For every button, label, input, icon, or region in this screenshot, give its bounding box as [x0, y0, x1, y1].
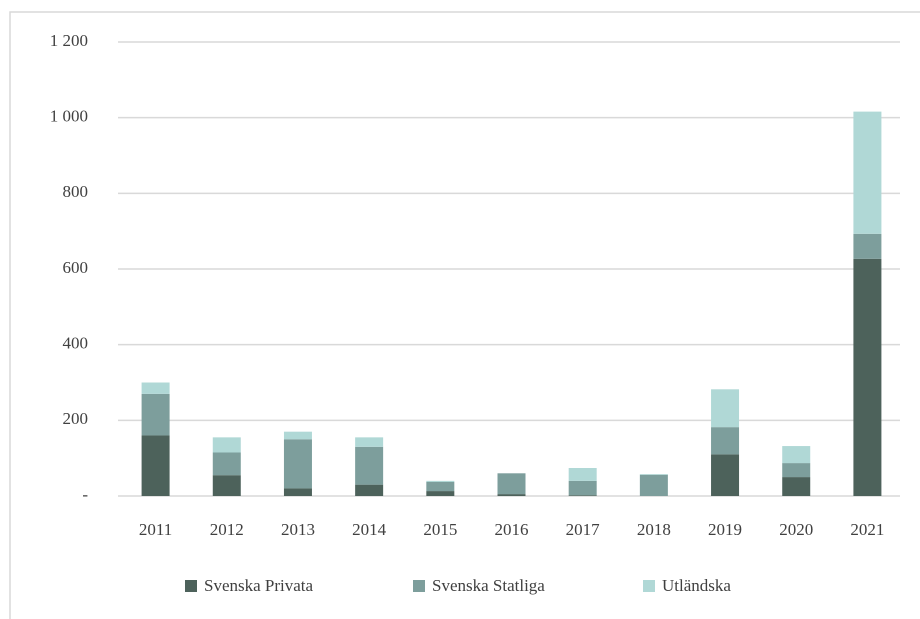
frame	[9, 11, 920, 619]
bar-segment	[853, 111, 882, 234]
x-tick-label: 2021	[850, 520, 884, 539]
y-tick-label: 1 000	[50, 107, 88, 126]
x-tick-label: 2011	[139, 520, 172, 539]
bar-segment	[568, 480, 597, 496]
bar-segment	[426, 491, 455, 496]
bar-segment	[568, 468, 597, 481]
bar-segment	[355, 446, 384, 485]
bar-segment	[426, 480, 455, 483]
bar-segment	[782, 463, 811, 478]
x-tick-label: 2014	[352, 520, 387, 539]
bar-segment	[141, 435, 170, 496]
bar-segment	[141, 393, 170, 436]
bar-segment	[782, 477, 811, 496]
bar-segment	[212, 475, 241, 496]
legend-label: Svenska Statliga	[432, 576, 545, 595]
bar-segment	[283, 439, 312, 489]
legend-label: Utländska	[662, 576, 731, 595]
legend-swatch	[643, 580, 655, 592]
y-tick-label: 800	[63, 182, 89, 201]
bar-segment	[141, 382, 170, 394]
x-tick-label: 2013	[281, 520, 315, 539]
x-tick-label: 2017	[566, 520, 601, 539]
bar-segment	[355, 437, 384, 447]
bar-segment	[711, 454, 740, 496]
bar-segment	[283, 431, 312, 440]
legend-label: Svenska Privata	[204, 576, 314, 595]
bar-segment	[711, 427, 740, 455]
x-tick-label: 2020	[779, 520, 813, 539]
bar-segment	[639, 474, 668, 475]
bar-segment	[497, 494, 526, 496]
bar-segment	[782, 446, 811, 464]
y-tick-label: 1 200	[50, 31, 88, 50]
bar-segment	[426, 482, 455, 492]
y-tick-label: 600	[63, 258, 89, 277]
bar-segment	[568, 495, 597, 496]
x-tick-label: 2015	[423, 520, 457, 539]
bar-segment	[853, 258, 882, 496]
legend-swatch	[185, 580, 197, 592]
legend-swatch	[413, 580, 425, 592]
bar-segment	[639, 474, 668, 496]
x-tick-label: 2012	[210, 520, 244, 539]
y-tick-label: -	[82, 485, 88, 504]
bar-segment	[711, 389, 740, 428]
x-tick-label: 2016	[495, 520, 529, 539]
bar-segment	[355, 484, 384, 496]
bar-segment	[212, 452, 241, 476]
bar-segment	[853, 233, 882, 259]
x-tick-label: 2019	[708, 520, 742, 539]
bar-segment	[212, 437, 241, 453]
x-tick-label: 2018	[637, 520, 671, 539]
bar-segment	[283, 488, 312, 496]
y-tick-label: 400	[63, 334, 89, 353]
y-tick-label: 200	[63, 409, 89, 428]
bar-segment	[497, 473, 526, 495]
